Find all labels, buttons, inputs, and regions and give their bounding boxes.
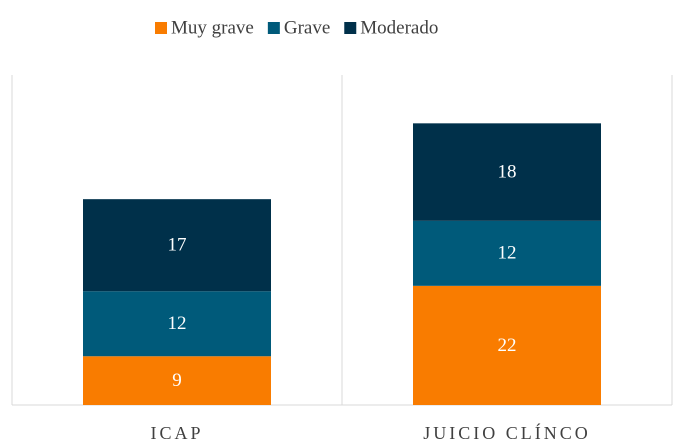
x-tick-label: ICAP [150,423,203,443]
legend-swatch [155,22,167,34]
bar-segment [413,123,601,221]
bar-segment [413,220,601,286]
bar-segment [83,199,271,292]
bar-segment [83,356,271,405]
x-tick-label: JUICIO CLÍNCO [423,422,591,443]
bar-segment [83,291,271,357]
data-label: 9 [172,370,182,391]
data-label: 22 [498,335,517,356]
data-label: 12 [498,243,517,264]
legend-swatch [344,22,357,34]
legend-label: Muy grave [171,17,254,38]
data-label: 12 [168,313,187,334]
data-label: 17 [168,235,187,256]
bar-segment [413,285,601,405]
legend-label: Grave [284,17,330,38]
legend-label: Moderado [360,17,438,38]
legend-swatch [267,22,280,34]
data-label: 18 [498,161,517,182]
